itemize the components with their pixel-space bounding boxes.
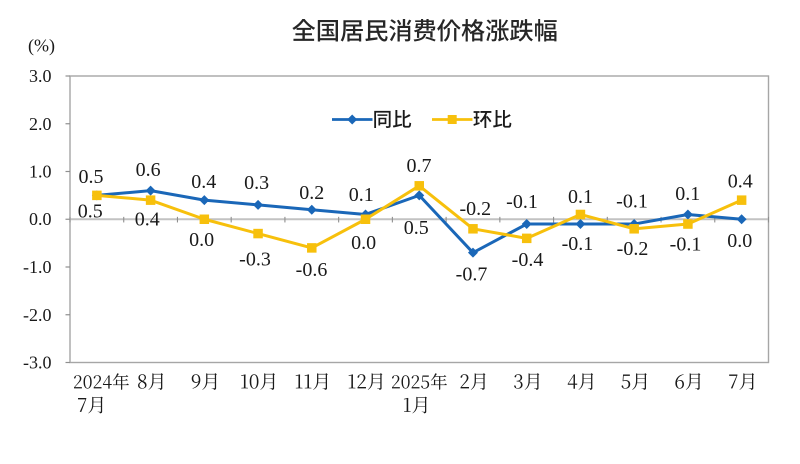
- svg-text:-1.0: -1.0: [23, 257, 52, 277]
- svg-text:0.5: 0.5: [78, 201, 103, 223]
- svg-text:0.4: 0.4: [135, 209, 160, 231]
- svg-text:-0.1: -0.1: [506, 191, 538, 213]
- svg-text:0.1: 0.1: [349, 184, 374, 206]
- svg-text:0.0: 0.0: [727, 230, 752, 252]
- svg-text:-0.1: -0.1: [616, 191, 648, 213]
- svg-text:-0.4: -0.4: [512, 249, 544, 271]
- svg-text:0.0: 0.0: [189, 229, 214, 251]
- svg-text:-0.6: -0.6: [296, 259, 328, 281]
- svg-text:-0.1: -0.1: [562, 233, 594, 255]
- svg-text:(%): (%): [28, 36, 55, 57]
- svg-text:-0.7: -0.7: [456, 264, 488, 286]
- svg-text:0.3: 0.3: [244, 172, 269, 194]
- svg-text:0.1: 0.1: [568, 186, 593, 208]
- svg-text:-0.1: -0.1: [670, 234, 702, 256]
- svg-text:-3.0: -3.0: [23, 353, 52, 373]
- svg-text:-0.2: -0.2: [459, 198, 491, 220]
- svg-text:-0.2: -0.2: [617, 238, 649, 260]
- svg-text:-0.3: -0.3: [239, 249, 271, 271]
- svg-text:-2.0: -2.0: [23, 305, 52, 325]
- svg-text:0.2: 0.2: [299, 182, 324, 204]
- svg-text:0.4: 0.4: [728, 171, 753, 193]
- svg-text:0.1: 0.1: [675, 183, 700, 205]
- svg-text:3.0: 3.0: [29, 66, 52, 86]
- svg-text:0.0: 0.0: [351, 232, 376, 254]
- svg-text:0.7: 0.7: [407, 155, 432, 177]
- svg-text:0.5: 0.5: [79, 166, 104, 188]
- svg-text:1.0: 1.0: [29, 162, 52, 182]
- svg-text:0.4: 0.4: [191, 171, 216, 193]
- svg-text:0.5: 0.5: [404, 217, 429, 239]
- svg-text:0.0: 0.0: [29, 209, 52, 229]
- svg-text:0.6: 0.6: [136, 159, 161, 181]
- svg-text:2.0: 2.0: [29, 114, 52, 134]
